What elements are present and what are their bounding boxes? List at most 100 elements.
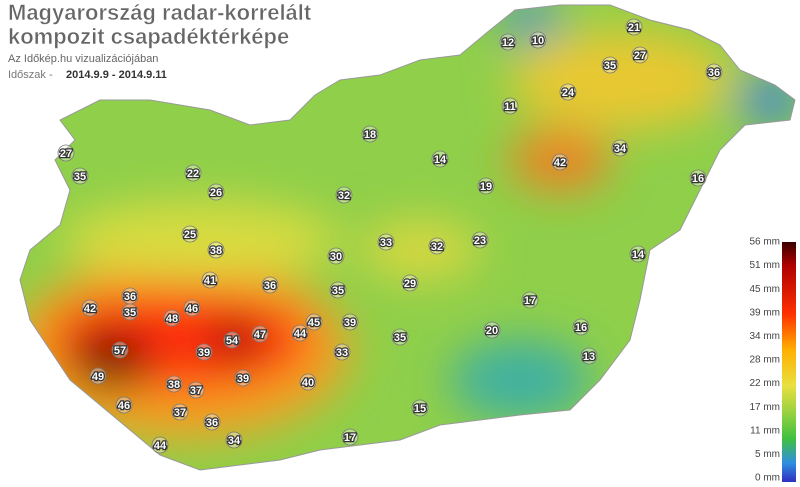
- station-value: 57: [114, 345, 126, 357]
- station-value: 49: [92, 371, 104, 383]
- station-marker: [705, 63, 723, 81]
- station-marker: [165, 375, 183, 393]
- station-marker: [89, 367, 107, 385]
- station-marker: [81, 299, 99, 317]
- station-value: 47: [254, 329, 266, 341]
- station-marker: [223, 331, 241, 349]
- station-value: 13: [583, 351, 595, 363]
- legend-label: 11 mm: [750, 425, 780, 436]
- station-value: 33: [336, 347, 348, 359]
- station-value: 39: [344, 317, 356, 329]
- period-label: Időszak -: [8, 69, 53, 81]
- station-marker: [234, 369, 252, 387]
- station-value: 35: [74, 171, 86, 183]
- legend-label: 22 mm: [749, 378, 780, 389]
- station-marker: [477, 177, 495, 195]
- station-marker: [391, 328, 409, 346]
- station-marker: [203, 413, 221, 431]
- station-marker: [551, 153, 569, 171]
- station-marker: [121, 303, 139, 321]
- station-marker: [201, 271, 219, 289]
- station-marker: [335, 186, 353, 204]
- station-value: 36: [124, 291, 136, 303]
- legend-scale: [782, 242, 796, 482]
- legend-label: 45 mm: [749, 284, 780, 295]
- station-marker: [411, 399, 429, 417]
- station-marker: [181, 225, 199, 243]
- station-value: 22: [187, 168, 199, 180]
- station-value: 36: [264, 280, 276, 292]
- station-value: 42: [84, 303, 96, 315]
- station-marker: [580, 347, 598, 365]
- station-marker: [71, 167, 89, 185]
- station-marker: [559, 83, 577, 101]
- station-marker: [111, 341, 129, 359]
- station-marker: [333, 343, 351, 361]
- station-value: 23: [474, 235, 486, 247]
- station-value: 35: [394, 332, 406, 344]
- station-marker: [207, 183, 225, 201]
- station-marker: [195, 343, 213, 361]
- station-marker: [115, 396, 133, 414]
- station-marker: [57, 144, 75, 162]
- station-value: 44: [294, 328, 307, 340]
- station-marker: [151, 436, 169, 454]
- station-value: 39: [198, 347, 210, 359]
- station-value: 10: [532, 35, 544, 47]
- station-value: 44: [154, 440, 167, 452]
- station-marker: [428, 237, 446, 255]
- station-marker: [611, 139, 629, 157]
- station-value: 17: [524, 295, 536, 307]
- station-value: 36: [206, 417, 218, 429]
- station-marker: [501, 97, 519, 115]
- station-marker: [625, 18, 643, 36]
- station-value: 46: [118, 400, 130, 412]
- station-marker: [471, 231, 489, 249]
- station-value: 54: [226, 335, 239, 347]
- source: Az Időkép.hu vizualizációjában: [8, 53, 158, 65]
- station-marker: [361, 125, 379, 143]
- legend-label: 51 mm: [749, 260, 780, 271]
- station-marker: [341, 313, 359, 331]
- station-marker: [601, 56, 619, 74]
- station-value: 20: [486, 325, 498, 337]
- title: Magyarország radar-korrelált: [8, 0, 312, 25]
- station-value: 36: [708, 67, 720, 79]
- station-value: 18: [364, 129, 376, 141]
- station-marker: [572, 318, 590, 336]
- legend-label: 56 mm: [749, 237, 780, 248]
- station-marker: [163, 309, 181, 327]
- station-value: 34: [228, 435, 241, 447]
- station-marker: [305, 313, 323, 331]
- station-value: 19: [480, 181, 492, 193]
- station-value: 15: [414, 403, 426, 415]
- title: kompozit csapadéktérképe: [8, 24, 289, 49]
- legend-label: 39 mm: [749, 307, 780, 318]
- station-value: 38: [210, 245, 222, 257]
- station-marker: [225, 431, 243, 449]
- station-value: 30: [330, 251, 342, 263]
- legend-label: 28 mm: [749, 355, 780, 366]
- station-value: 34: [614, 143, 627, 155]
- legend-label: 34 mm: [749, 331, 780, 342]
- station-marker: [529, 31, 547, 49]
- station-value: 24: [562, 87, 575, 99]
- station-marker: [341, 428, 359, 446]
- station-value: 38: [168, 379, 180, 391]
- station-marker: [291, 324, 309, 342]
- station-value: 21: [628, 22, 640, 34]
- station-marker: [499, 33, 517, 51]
- station-value: 26: [210, 187, 222, 199]
- station-value: 42: [554, 157, 566, 169]
- station-value: 41: [204, 275, 216, 287]
- station-value: 14: [632, 249, 645, 261]
- station-marker: [401, 274, 419, 292]
- station-marker: [327, 247, 345, 265]
- station-marker: [483, 321, 501, 339]
- period: 2014.9.9 - 2014.9.11: [66, 69, 167, 81]
- station-value: 35: [332, 285, 344, 297]
- legend-label: 17 mm: [749, 402, 780, 413]
- station-value: 27: [634, 50, 646, 62]
